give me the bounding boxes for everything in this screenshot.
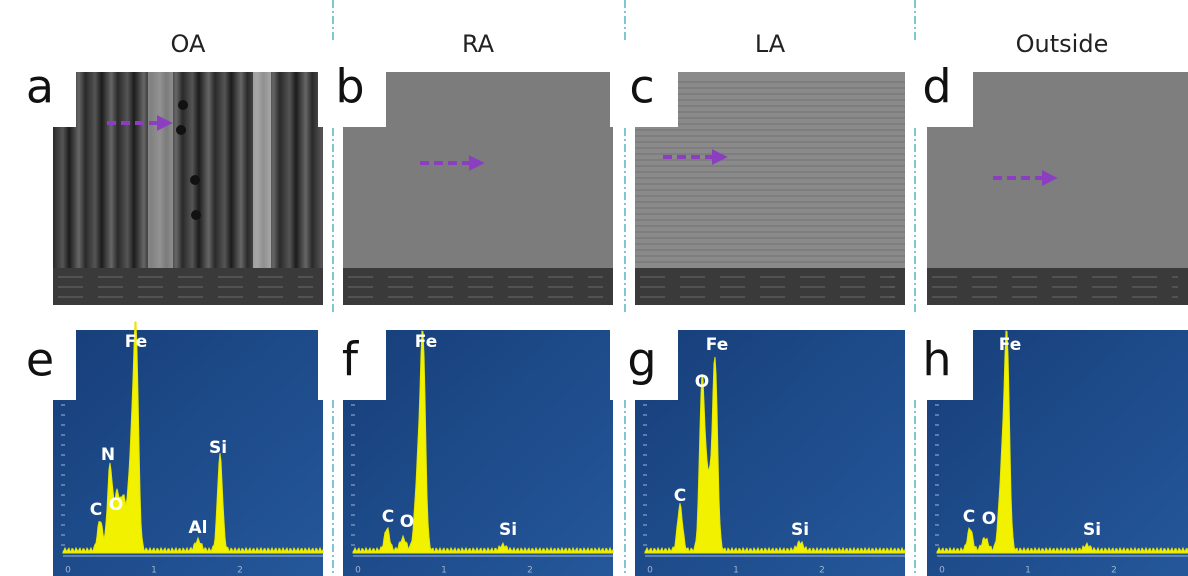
element-label: Si bbox=[791, 520, 809, 540]
element-label: Fe bbox=[415, 332, 437, 352]
element-label: C bbox=[382, 507, 394, 527]
axis-tick-label: 1 bbox=[1025, 566, 1031, 576]
panel-label: c bbox=[629, 60, 654, 114]
axis-tick-label: 2 bbox=[819, 566, 825, 576]
info-bar bbox=[927, 268, 1188, 305]
element-label: Si bbox=[1083, 520, 1101, 540]
spectrum bbox=[644, 356, 906, 554]
element-label: Si bbox=[499, 520, 517, 540]
pit bbox=[190, 175, 200, 185]
panel-label-box bbox=[8, 40, 76, 127]
spectrum bbox=[352, 330, 614, 554]
panel-label-box bbox=[8, 313, 76, 400]
pit bbox=[191, 210, 201, 220]
column-header: OA bbox=[171, 30, 206, 58]
panel-label-box bbox=[610, 40, 678, 127]
sem-image bbox=[635, 72, 905, 305]
element-label: O bbox=[400, 512, 414, 532]
element-label: C bbox=[963, 507, 975, 527]
element-label: N bbox=[101, 445, 115, 465]
panel-label: d bbox=[922, 60, 951, 114]
element-label: Si bbox=[209, 438, 227, 458]
axis-tick-label: 1 bbox=[733, 566, 739, 576]
column-header: LA bbox=[755, 30, 786, 58]
axis-tick-label: 1 bbox=[441, 566, 447, 576]
panel-label-box bbox=[610, 313, 678, 400]
column-header: RA bbox=[462, 30, 495, 58]
axis-tick-label: 2 bbox=[1111, 566, 1117, 576]
sem-image bbox=[343, 72, 613, 305]
axis-tick-label: 0 bbox=[647, 566, 653, 576]
panel-label-box bbox=[905, 40, 973, 127]
element-label: O bbox=[982, 509, 996, 529]
axis-tick-label: 0 bbox=[939, 566, 945, 576]
element-label: Al bbox=[189, 518, 208, 538]
element-label: Fe bbox=[999, 335, 1021, 355]
element-label: C bbox=[674, 486, 686, 506]
info-bar bbox=[635, 268, 905, 305]
axis-tick-label: 2 bbox=[527, 566, 533, 576]
panel-label: f bbox=[342, 333, 360, 387]
element-label: Fe bbox=[706, 335, 728, 355]
info-bar bbox=[53, 268, 323, 305]
axis-tick-label: 0 bbox=[65, 566, 71, 576]
spectrum-panel bbox=[53, 330, 323, 576]
element-label: O bbox=[695, 372, 709, 392]
panel-label: g bbox=[627, 333, 656, 387]
sem-image bbox=[53, 72, 323, 305]
axis-tick-label: 0 bbox=[355, 566, 361, 576]
element-label: C bbox=[90, 500, 102, 520]
axis-tick-label: 1 bbox=[151, 566, 157, 576]
spectrum bbox=[936, 330, 1188, 554]
panel-label: h bbox=[922, 333, 951, 387]
panel-label-box bbox=[318, 313, 386, 400]
pit bbox=[176, 125, 186, 135]
element-label: Fe bbox=[125, 332, 147, 352]
panel-label: a bbox=[26, 60, 54, 114]
column-header: Outside bbox=[1016, 30, 1109, 58]
spectrum bbox=[62, 321, 324, 554]
panel-label: e bbox=[26, 333, 54, 387]
panel-label: b bbox=[335, 60, 364, 114]
panel-label-box bbox=[905, 313, 973, 400]
axis-tick-label: 2 bbox=[237, 566, 243, 576]
bright-band bbox=[148, 72, 173, 272]
panel-label-box bbox=[318, 40, 386, 127]
element-label: O bbox=[109, 495, 123, 515]
bright-band bbox=[253, 72, 271, 272]
info-bar bbox=[343, 268, 613, 305]
pit bbox=[178, 100, 188, 110]
